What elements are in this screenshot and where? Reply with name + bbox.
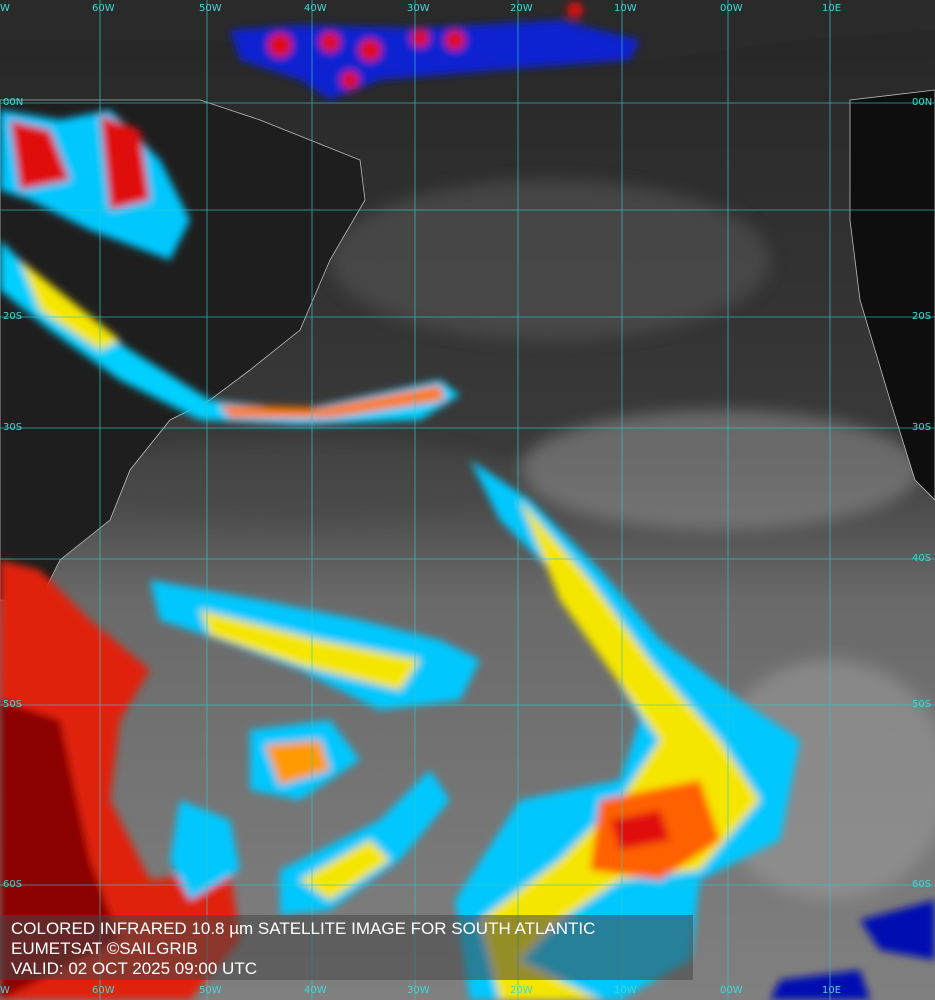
latitude-label-right: 20S xyxy=(912,311,932,322)
longitude-label-top: 00W xyxy=(720,3,743,14)
caption-title: COLORED INFRARED 10.8 µm SATELLITE IMAGE… xyxy=(11,919,596,938)
longitude-label-bottom: 00W xyxy=(720,985,743,996)
latitude-label-right: 00N xyxy=(912,97,933,108)
latitude-label-left: 30S xyxy=(3,422,23,433)
caption-credit: EUMETSAT ©SAILGRIB xyxy=(11,939,198,958)
longitude-label-bottom: 10E xyxy=(822,985,842,996)
latitude-label-left: 20S xyxy=(3,311,23,322)
longitude-label-top: 50W xyxy=(199,3,222,14)
latitude-label-right: 50S xyxy=(912,699,932,710)
longitude-label-bottom: W xyxy=(0,985,10,996)
latitude-label-right: 30S xyxy=(912,422,932,433)
longitude-label-bottom: 30W xyxy=(407,985,430,996)
longitude-label-bottom: 40W xyxy=(304,985,327,996)
longitude-label-top: 40W xyxy=(304,3,327,14)
longitude-label-top: 60W xyxy=(92,3,115,14)
longitude-label-bottom: 20W xyxy=(510,985,533,996)
caption-valid-time: VALID: 02 OCT 2025 09:00 UTC xyxy=(11,959,257,978)
longitude-label-top: 10W xyxy=(614,3,637,14)
latitude-label-right: 40S xyxy=(912,553,932,564)
latitude-label-left: 00N xyxy=(3,97,24,108)
longitude-label-bottom: 60W xyxy=(92,985,115,996)
latitude-label-left: 60S xyxy=(3,879,23,890)
longitude-label-bottom: 10W xyxy=(614,985,637,996)
caption-box: COLORED INFRARED 10.8 µm SATELLITE IMAGE… xyxy=(0,915,693,980)
longitude-label-top: 20W xyxy=(510,3,533,14)
latitude-label-left: 50S xyxy=(3,699,23,710)
longitude-label-top: W xyxy=(0,3,10,14)
latitude-label-right: 60S xyxy=(912,879,932,890)
longitude-label-top: 10E xyxy=(822,3,842,14)
longitude-label-bottom: 50W xyxy=(199,985,222,996)
longitude-label-top: 30W xyxy=(407,3,430,14)
